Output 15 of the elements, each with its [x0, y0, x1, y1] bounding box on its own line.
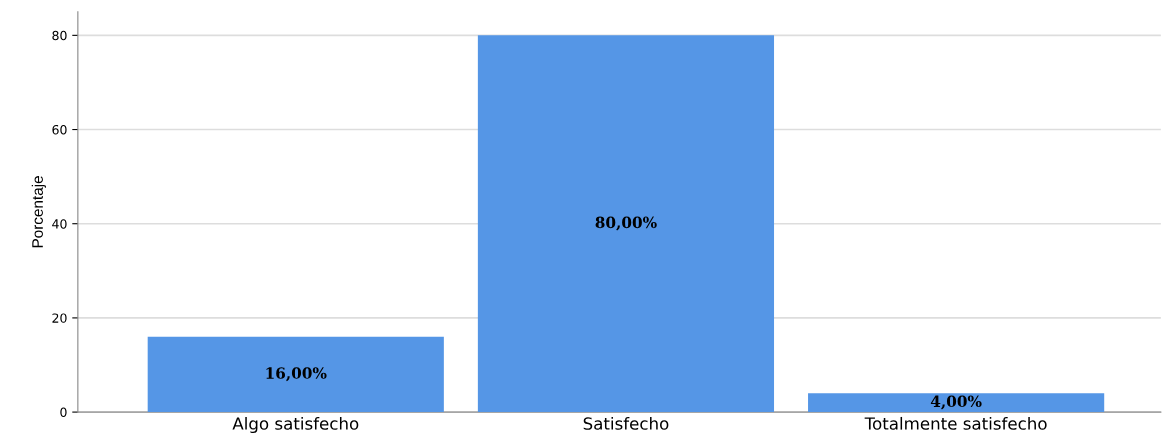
y-tick-label: 20: [52, 313, 67, 323]
bar: [147, 336, 444, 413]
y-axis-title: Porcentaje: [31, 176, 46, 248]
data-label: 16,00%: [266, 367, 327, 382]
x-tick-label: Totalmente satisfecho: [864, 416, 1047, 430]
data-label: 80,00%: [595, 216, 657, 231]
data-label: 4,00%: [930, 395, 982, 410]
y-tick-label: 0: [60, 407, 67, 418]
x-tick-label: Algo satisfecho: [232, 416, 359, 434]
y-tick-label: 80: [52, 30, 67, 41]
y-tick-label: 60: [52, 125, 67, 135]
bar: [477, 35, 775, 413]
y-tick-label: 40: [52, 219, 67, 229]
bar: [808, 393, 1105, 413]
x-tick-label: Satisfecho: [583, 416, 669, 430]
